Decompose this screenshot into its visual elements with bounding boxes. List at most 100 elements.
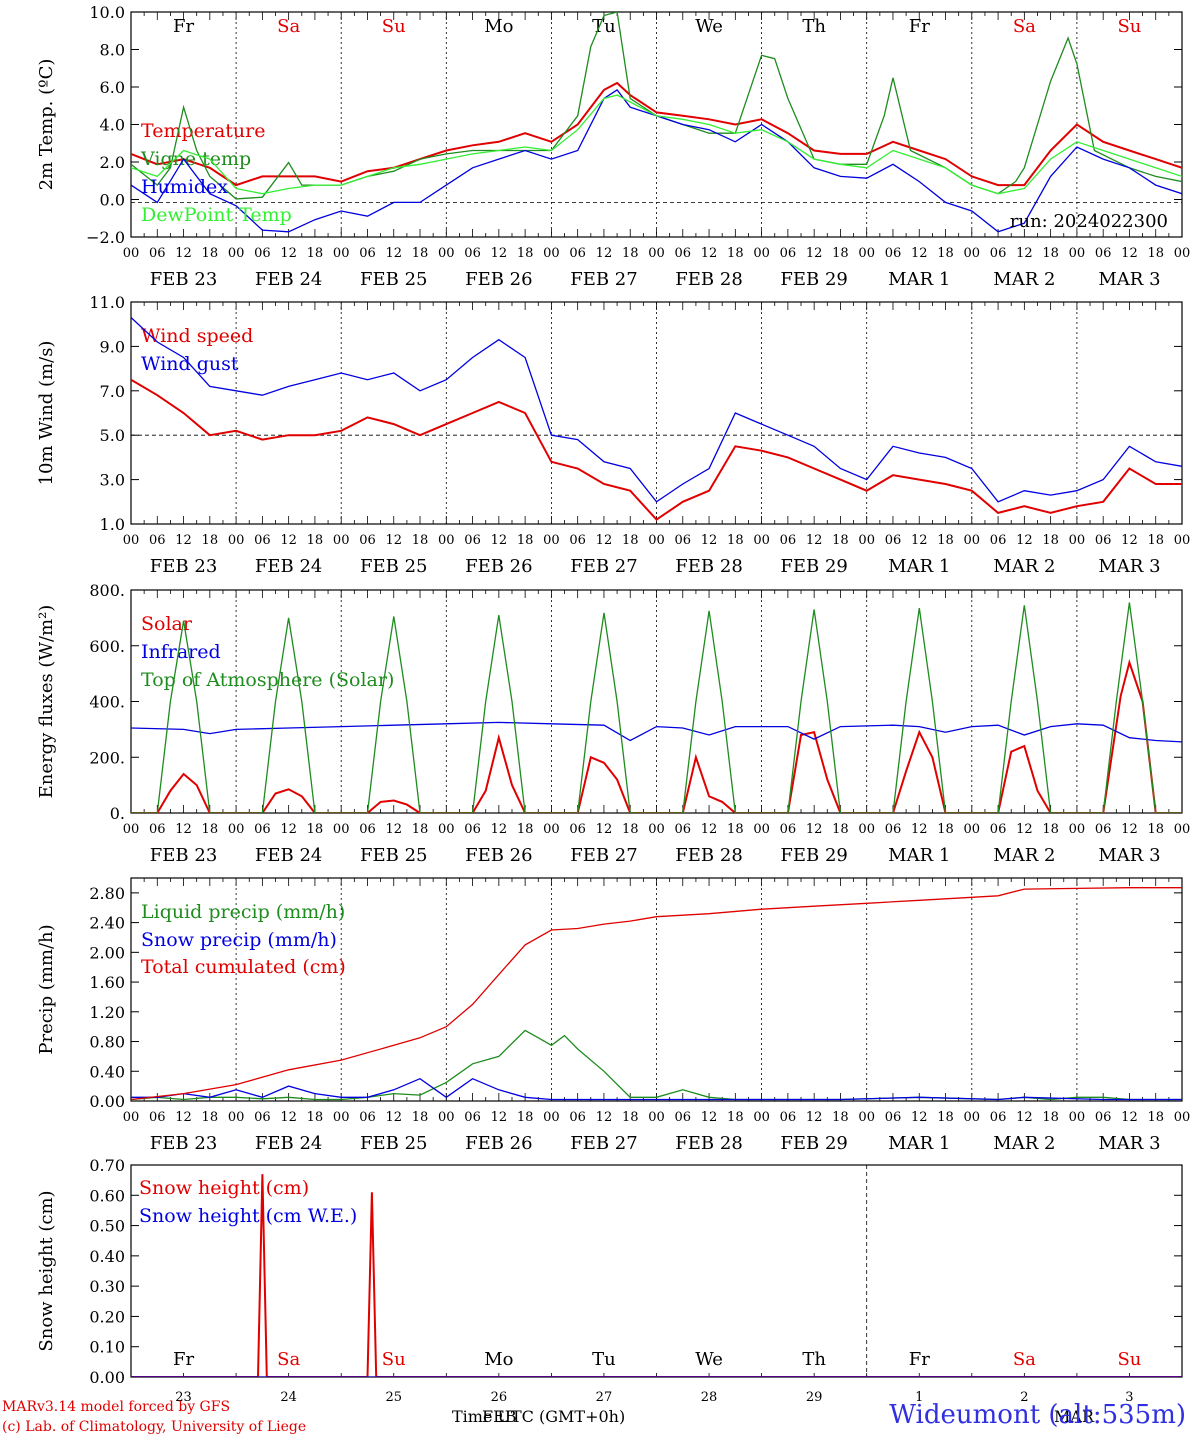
day-tick-label: FEB 29: [780, 269, 847, 290]
hour-tick-label: 00: [648, 822, 665, 837]
hour-tick-label: 00: [964, 822, 981, 837]
hour-tick-label: 18: [202, 246, 219, 261]
hour-tick-label: 06: [359, 822, 376, 837]
hour-tick-label: 06: [569, 1110, 586, 1125]
y-tick-label: 9.0: [100, 337, 125, 356]
run-annotation: run: 2024022300: [1010, 211, 1168, 232]
day-tick-label: FEB 26: [465, 556, 532, 577]
day-tick-label: MAR 2: [993, 269, 1055, 290]
hour-tick-label: 18: [832, 246, 849, 261]
hour-tick-label: 12: [280, 822, 297, 837]
hour-tick-label: 12: [701, 533, 718, 548]
hour-tick-label: 18: [412, 246, 429, 261]
hour-tick-label: 06: [464, 1110, 481, 1125]
y-tick-label: 0.10: [89, 1338, 125, 1357]
hour-tick-label: 18: [307, 246, 324, 261]
hour-tick-label: 06: [359, 246, 376, 261]
day-number-label: 29: [806, 1390, 823, 1405]
hour-tick-label: 12: [175, 1110, 192, 1125]
hour-tick-label: 12: [596, 1110, 613, 1125]
y-axis-label: Precip (mm/h): [36, 924, 57, 1054]
hour-tick-label: 18: [727, 533, 744, 548]
legend-entry: Top of Atmosphere (Solar): [141, 669, 394, 691]
hour-tick-label: 00: [333, 822, 350, 837]
y-tick-label: 0.60: [89, 1186, 125, 1205]
hour-tick-label: 12: [911, 246, 928, 261]
hour-tick-label: 18: [1042, 822, 1059, 837]
hour-tick-label: 12: [806, 246, 823, 261]
hour-tick-label: 18: [937, 1110, 954, 1125]
hour-tick-label: 00: [1069, 246, 1086, 261]
day-tick-label: MAR 2: [993, 1133, 1055, 1154]
y-tick-label: 0.: [110, 804, 125, 823]
y-axis-label: Snow height (cm): [36, 1190, 57, 1351]
hour-tick-label: 06: [780, 533, 797, 548]
hour-tick-label: 12: [385, 1110, 402, 1125]
hour-tick-label: 00: [753, 1110, 770, 1125]
hour-tick-label: 18: [202, 533, 219, 548]
hour-tick-label: 06: [254, 1110, 271, 1125]
hour-tick-label: 06: [885, 1110, 902, 1125]
hour-tick-label: 00: [543, 822, 560, 837]
hour-tick-label: 12: [280, 533, 297, 548]
hour-tick-label: 18: [832, 533, 849, 548]
y-tick-label: 11.0: [89, 293, 125, 312]
y-tick-label: 1.0: [100, 515, 125, 534]
hour-tick-label: 00: [438, 1110, 455, 1125]
hour-tick-label: 00: [1174, 822, 1191, 837]
hour-tick-label: 06: [149, 822, 166, 837]
weekday-label: Su: [382, 16, 406, 37]
legend-entry: Infrared: [141, 641, 221, 663]
hour-tick-label: 12: [175, 246, 192, 261]
hour-tick-label: 18: [517, 533, 534, 548]
weekday-label: Fr: [173, 1349, 194, 1370]
hour-tick-label: 12: [806, 533, 823, 548]
hour-tick-label: 12: [1016, 1110, 1033, 1125]
hour-tick-label: 18: [1147, 246, 1164, 261]
hour-tick-label: 00: [858, 822, 875, 837]
weekday-label: Su: [1117, 16, 1141, 37]
day-tick-label: FEB 28: [675, 556, 742, 577]
hour-tick-label: 18: [937, 533, 954, 548]
hour-tick-label: 18: [937, 822, 954, 837]
hour-tick-label: 12: [596, 533, 613, 548]
day-tick-label: FEB 27: [570, 845, 637, 866]
hour-tick-label: 00: [543, 1110, 560, 1125]
hour-tick-label: 12: [175, 533, 192, 548]
hour-tick-label: 00: [1174, 533, 1191, 548]
day-number-label: 28: [701, 1390, 718, 1405]
hour-tick-label: 18: [1147, 1110, 1164, 1125]
hour-tick-label: 00: [228, 246, 245, 261]
day-tick-label: FEB 24: [255, 556, 322, 577]
y-tick-label: 0.30: [89, 1277, 125, 1296]
hour-tick-label: 18: [727, 1110, 744, 1125]
hour-tick-label: 00: [858, 533, 875, 548]
hour-tick-label: 18: [1147, 533, 1164, 548]
hour-tick-label: 06: [885, 533, 902, 548]
hour-tick-label: 18: [412, 1110, 429, 1125]
legend-entry: Total cumulated (cm): [141, 956, 346, 978]
hour-tick-label: 00: [438, 246, 455, 261]
hour-tick-label: 18: [412, 533, 429, 548]
day-tick-label: FEB 26: [465, 1133, 532, 1154]
day-number-label: 24: [280, 1390, 297, 1405]
hour-tick-label: 12: [280, 1110, 297, 1125]
legend-entry: Solar: [141, 613, 193, 635]
hour-tick-label: 00: [858, 246, 875, 261]
y-axis-label: 10m Wind (m/s): [36, 341, 57, 486]
y-axis-label: Energy fluxes (W/m²): [36, 605, 57, 799]
hour-tick-label: 00: [1069, 1110, 1086, 1125]
y-tick-label: 1.60: [89, 973, 125, 992]
day-tick-label: FEB 26: [465, 269, 532, 290]
feb-month-label: FEB: [482, 1407, 517, 1426]
hour-tick-label: 12: [491, 533, 508, 548]
hour-tick-label: 18: [307, 1110, 324, 1125]
hour-tick-label: 00: [438, 822, 455, 837]
hour-tick-label: 06: [569, 533, 586, 548]
y-tick-label: 0.50: [89, 1217, 125, 1236]
hour-tick-label: 06: [359, 533, 376, 548]
hour-tick-label: 00: [228, 533, 245, 548]
legend-entry: Temperature: [141, 120, 265, 142]
day-tick-label: FEB 29: [780, 1133, 847, 1154]
hour-tick-label: 00: [753, 533, 770, 548]
